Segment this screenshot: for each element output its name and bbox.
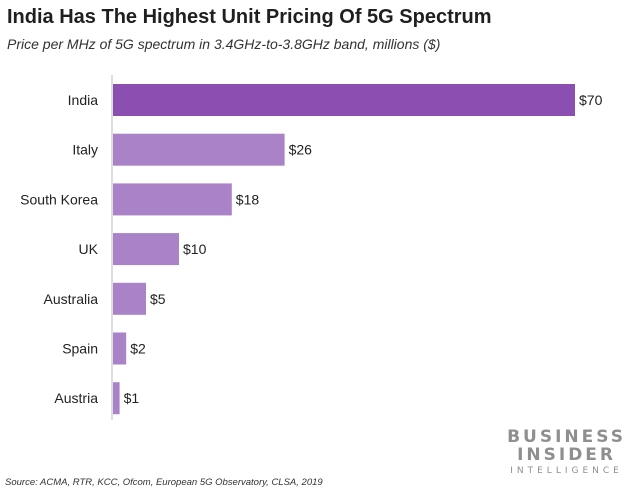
category-label: UK [79,241,99,257]
bar-italy [113,133,285,166]
value-label: $10 [183,241,207,257]
category-label: Spain [62,341,98,357]
business-insider-logo: BUSINESS INSIDER INTELLIGENCE [507,428,626,477]
brand-line-business: BUSINESS [507,427,626,447]
value-label: $18 [236,191,260,207]
category-label: South Korea [20,191,98,207]
value-label: $2 [130,341,146,357]
value-label: $70 [579,92,603,108]
bar-uk [113,233,179,266]
chart-subtitle: Price per MHz of 5G spectrum in 3.4GHz-t… [7,36,441,52]
bar-austria [113,382,120,415]
value-label: $5 [150,291,166,307]
value-label: $1 [124,390,140,406]
category-label: Australia [44,291,99,307]
brand-line-insider: INSIDER [517,445,617,465]
source-note: Source: ACMA, RTR, KCC, Ofcom, European … [5,477,323,488]
bar-australia [113,282,146,315]
bar-spain [113,332,127,365]
category-label: Austria [54,390,98,406]
chart-title: India Has The Highest Unit Pricing Of 5G… [7,6,492,28]
category-label: India [68,92,99,108]
bar-india [113,84,575,116]
category-label: Italy [72,142,98,158]
brand-line-intelligence: INTELLIGENCE [510,466,623,476]
bar-south-korea [113,183,232,216]
value-label: $26 [289,142,313,158]
